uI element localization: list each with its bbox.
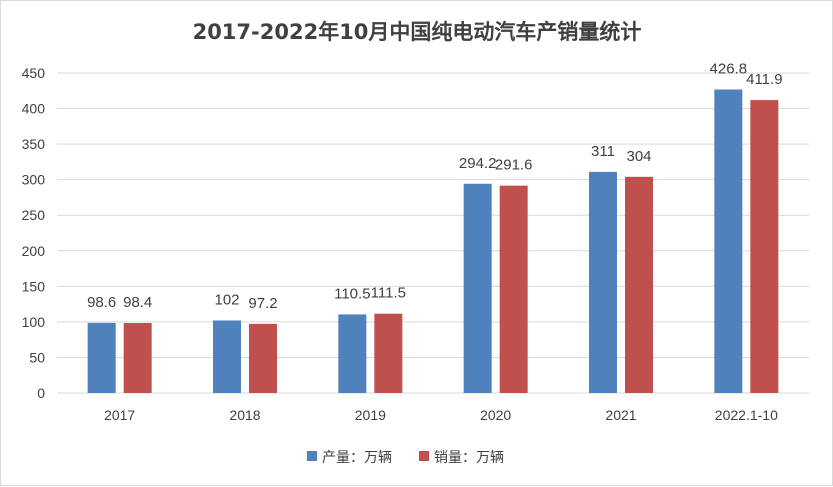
bar-sales [625, 176, 653, 393]
data-label: 291.6 [495, 157, 533, 174]
y-tick-label: 100 [22, 314, 46, 330]
bar-sales [750, 100, 779, 394]
y-tick-label: 200 [22, 243, 46, 259]
y-tick-label: 350 [22, 136, 46, 152]
bar-sales [374, 313, 403, 393]
data-label: 110.5 [334, 285, 370, 302]
x-tick-label: 2019 [355, 407, 386, 423]
bar-sales [249, 323, 277, 393]
bar-sales [123, 323, 152, 393]
data-label: 102 [214, 291, 239, 308]
x-tick-label: 2018 [229, 407, 260, 423]
data-label: 98.4 [123, 294, 152, 311]
legend: 产量：万辆 销量：万辆 [307, 450, 504, 466]
gridlines [57, 72, 809, 394]
x-axis: 2017 2018 2019 2020 2021 2022.1-10 [104, 407, 778, 423]
data-label: 111.5 [371, 285, 406, 302]
legend-swatch [307, 451, 317, 461]
y-tick-label: 250 [22, 207, 46, 223]
data-label: 411.9 [746, 71, 782, 88]
data-label: 426.8 [710, 60, 748, 77]
x-tick-label: 2020 [480, 407, 511, 423]
x-tick-label: 2021 [605, 407, 636, 423]
y-axis: 0 50 100 150 200 250 300 350 400 450 [22, 65, 46, 401]
x-tick-label: 2022.1-10 [715, 407, 778, 423]
y-tick-label: 0 [37, 385, 45, 401]
y-tick-label: 450 [22, 65, 46, 81]
y-tick-label: 300 [22, 172, 46, 188]
bar-series [87, 89, 779, 394]
bar-production [589, 171, 617, 393]
bar-production [463, 183, 492, 393]
data-label: 304 [626, 148, 651, 165]
y-tick-label: 50 [29, 349, 45, 365]
bar-production [213, 320, 241, 393]
x-tick-label: 2017 [104, 407, 135, 423]
bar-production [87, 322, 116, 393]
bar-sales [499, 185, 528, 393]
legend-label: 销量：万辆 [434, 450, 504, 466]
legend-label: 产量：万辆 [322, 450, 392, 466]
data-label: 311 [591, 143, 615, 160]
y-tick-label: 400 [22, 101, 46, 117]
legend-swatch [419, 451, 429, 461]
y-tick-label: 150 [22, 278, 46, 294]
data-label: 294.2 [459, 155, 497, 172]
bar-production [338, 314, 367, 393]
chart-title: 2017-2022年10月中国纯电动汽车产销量统计 [193, 20, 642, 44]
bar-production [714, 89, 743, 394]
data-label: 97.2 [248, 295, 277, 312]
data-label: 98.6 [87, 294, 116, 311]
